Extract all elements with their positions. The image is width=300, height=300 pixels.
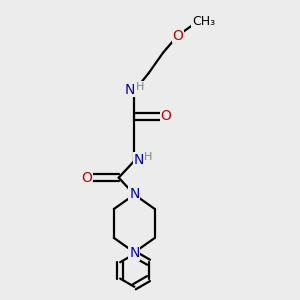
- Text: O: O: [160, 109, 171, 123]
- Text: N: N: [134, 153, 144, 166]
- Text: O: O: [81, 171, 92, 185]
- Text: N: N: [129, 187, 140, 201]
- Text: H: H: [144, 152, 152, 161]
- Text: CH₃: CH₃: [192, 15, 215, 28]
- Text: O: O: [172, 28, 183, 43]
- Text: H: H: [136, 82, 145, 92]
- Text: N: N: [129, 246, 140, 260]
- Text: N: N: [125, 83, 135, 97]
